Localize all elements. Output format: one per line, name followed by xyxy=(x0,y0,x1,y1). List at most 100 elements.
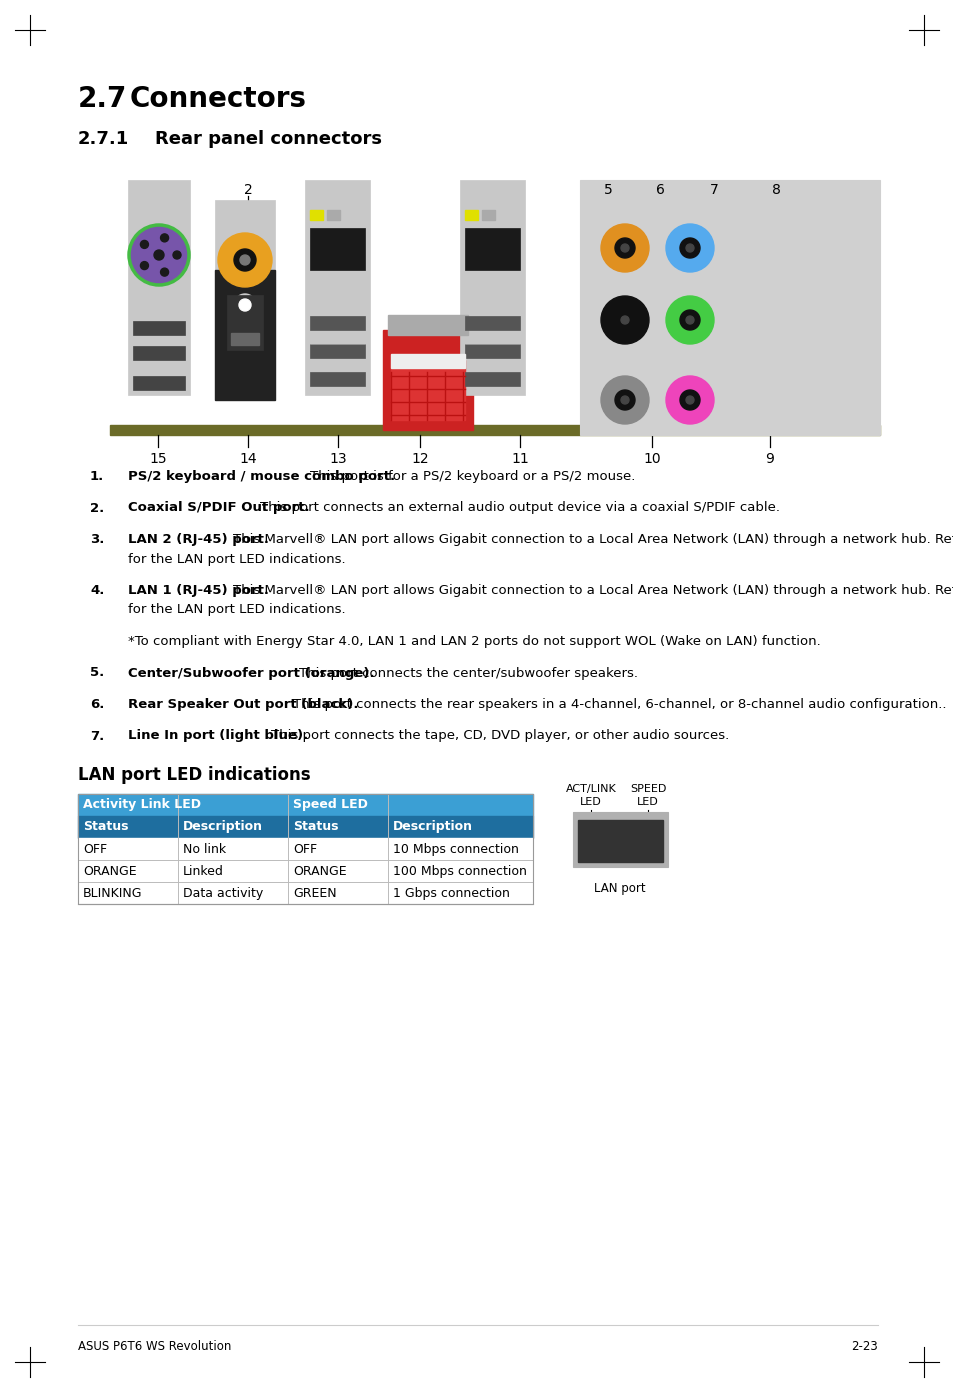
Text: 2.7: 2.7 xyxy=(78,85,128,113)
Text: Rear panel connectors: Rear panel connectors xyxy=(154,129,381,148)
Bar xyxy=(464,372,519,386)
Text: 7.: 7. xyxy=(90,729,104,742)
Text: *To compliant with Energy Star 4.0, LAN 1 and LAN 2 ports do not support WOL (Wa: *To compliant with Energy Star 4.0, LAN … xyxy=(128,635,820,649)
Bar xyxy=(464,228,519,270)
Bar xyxy=(128,180,190,395)
Circle shape xyxy=(620,395,628,404)
Text: 5.: 5. xyxy=(90,667,104,679)
Bar xyxy=(391,354,464,367)
Text: LED: LED xyxy=(637,798,659,807)
Text: OFF: OFF xyxy=(83,844,107,856)
Bar xyxy=(573,812,667,867)
Circle shape xyxy=(600,376,648,425)
Circle shape xyxy=(600,224,648,271)
Circle shape xyxy=(615,390,635,411)
Bar xyxy=(464,316,519,330)
Bar xyxy=(132,376,185,390)
Text: 12: 12 xyxy=(411,452,428,466)
Bar xyxy=(310,316,365,330)
Bar xyxy=(391,361,464,420)
Circle shape xyxy=(685,316,693,324)
Text: ASUS P6T6 WS Revolution: ASUS P6T6 WS Revolution xyxy=(78,1340,232,1353)
Text: 9: 9 xyxy=(764,452,774,466)
Circle shape xyxy=(160,234,169,242)
Text: 1 Gbps connection: 1 Gbps connection xyxy=(393,887,509,901)
Text: Line In port (light blue).: Line In port (light blue). xyxy=(128,729,308,742)
Text: LAN 1 (RJ-45) port.: LAN 1 (RJ-45) port. xyxy=(128,585,269,597)
Text: 11: 11 xyxy=(511,452,528,466)
Text: Description: Description xyxy=(393,820,473,832)
Text: 1: 1 xyxy=(153,182,162,198)
Circle shape xyxy=(140,241,149,248)
Text: LAN 2 (RJ-45) port.: LAN 2 (RJ-45) port. xyxy=(128,533,269,546)
Bar xyxy=(78,793,533,903)
Text: GREEN: GREEN xyxy=(293,887,336,901)
Bar xyxy=(388,816,533,838)
Text: ORANGE: ORANGE xyxy=(293,864,346,878)
Text: This Marvell® LAN port allows Gigabit connection to a Local Area Network (LAN) t: This Marvell® LAN port allows Gigabit co… xyxy=(233,533,953,546)
Circle shape xyxy=(615,310,635,330)
Text: ORANGE: ORANGE xyxy=(83,864,136,878)
Bar xyxy=(178,816,288,838)
Circle shape xyxy=(140,262,149,270)
Circle shape xyxy=(685,395,693,404)
Text: PS/2 keyboard / mouse combo port.: PS/2 keyboard / mouse combo port. xyxy=(128,470,395,483)
Circle shape xyxy=(615,238,635,258)
Text: 5: 5 xyxy=(603,182,612,198)
Text: 8: 8 xyxy=(771,182,780,198)
Text: 3: 3 xyxy=(334,182,342,198)
Bar xyxy=(78,838,533,860)
Bar xyxy=(231,333,258,345)
Text: BLINKING: BLINKING xyxy=(83,887,142,901)
Text: 14: 14 xyxy=(239,452,256,466)
Text: ACT/LINK: ACT/LINK xyxy=(565,784,616,793)
Text: This Marvell® LAN port allows Gigabit connection to a Local Area Network (LAN) t: This Marvell® LAN port allows Gigabit co… xyxy=(233,585,953,597)
Text: 100 Mbps connection: 100 Mbps connection xyxy=(393,864,526,878)
Bar xyxy=(214,270,274,400)
Bar xyxy=(78,793,288,816)
Text: Data activity: Data activity xyxy=(183,887,263,901)
Text: 2.: 2. xyxy=(90,501,104,515)
Bar xyxy=(78,860,533,883)
Text: 2-23: 2-23 xyxy=(850,1340,877,1353)
Circle shape xyxy=(620,244,628,252)
Bar xyxy=(132,322,185,335)
Circle shape xyxy=(240,255,250,264)
Text: for the LAN port LED indications.: for the LAN port LED indications. xyxy=(128,553,345,565)
Text: 15: 15 xyxy=(149,452,167,466)
Text: Linked: Linked xyxy=(183,864,224,878)
Bar xyxy=(579,180,879,434)
Circle shape xyxy=(239,299,251,310)
Text: 13: 13 xyxy=(329,452,347,466)
Text: for the LAN port LED indications.: for the LAN port LED indications. xyxy=(128,604,345,617)
Bar xyxy=(288,793,533,816)
Text: LAN port: LAN port xyxy=(594,883,645,895)
Text: Description: Description xyxy=(183,820,263,832)
Circle shape xyxy=(665,296,713,344)
Text: 3.: 3. xyxy=(90,533,104,546)
Text: This port is for a PS/2 keyboard or a PS/2 mouse.: This port is for a PS/2 keyboard or a PS… xyxy=(310,470,635,483)
Text: This port connects the center/subwoofer speakers.: This port connects the center/subwoofer … xyxy=(298,667,638,679)
Text: Rear Speaker Out port (black).: Rear Speaker Out port (black). xyxy=(128,697,358,711)
Bar xyxy=(305,180,370,395)
Text: This port connects the rear speakers in a 4-channel, 6-channel, or 8-channel aud: This port connects the rear speakers in … xyxy=(293,697,945,711)
Bar xyxy=(310,210,323,220)
Circle shape xyxy=(233,249,255,271)
Bar xyxy=(288,816,388,838)
Bar xyxy=(78,816,178,838)
Text: Status: Status xyxy=(293,820,338,832)
Circle shape xyxy=(665,376,713,425)
Bar xyxy=(464,210,477,220)
Text: Coaxial S/PDIF Out port.: Coaxial S/PDIF Out port. xyxy=(128,501,310,515)
Text: LED: LED xyxy=(579,798,601,807)
Text: 6.: 6. xyxy=(90,697,104,711)
Bar xyxy=(110,425,879,434)
Text: OFF: OFF xyxy=(293,844,316,856)
Circle shape xyxy=(679,238,700,258)
Bar xyxy=(310,372,365,386)
Text: Center/Subwoofer port (orange).: Center/Subwoofer port (orange). xyxy=(128,667,375,679)
Bar xyxy=(578,820,662,862)
Bar xyxy=(481,210,495,220)
Text: SPEED: SPEED xyxy=(629,784,665,793)
Bar xyxy=(78,883,533,903)
